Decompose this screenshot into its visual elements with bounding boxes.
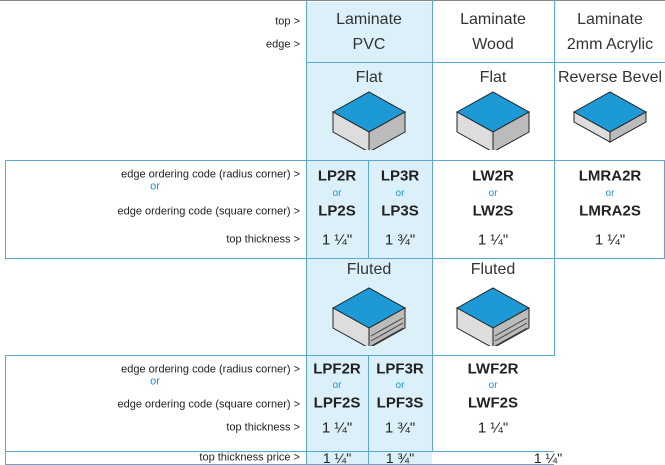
price-thickness: 1 ¼" <box>533 450 563 465</box>
column-edge: 2mm Acrylic <box>566 36 654 53</box>
thickness: 1 ¼" <box>594 231 626 249</box>
rule <box>554 0 555 356</box>
order-code: LW2R <box>472 167 514 185</box>
rule <box>5 258 665 259</box>
order-code: LP2R <box>317 167 357 185</box>
column-edge: Wood <box>472 36 514 53</box>
row-label: edge ordering code (radius corner) > <box>121 363 300 376</box>
rule <box>368 160 369 258</box>
row-label: edge > <box>266 38 300 51</box>
order-code: LP3R <box>380 167 420 185</box>
order-code: LPF3S <box>376 394 424 412</box>
thickness: 1 ¼" <box>477 419 509 437</box>
order-code: LPF2S <box>313 394 361 412</box>
profile-icon <box>331 91 407 150</box>
row-label: edge ordering code (square corner) > <box>117 205 300 218</box>
profile-name: Flat <box>479 69 507 86</box>
profile-icon <box>455 287 531 346</box>
order-code: LMRA2R <box>578 167 642 185</box>
column-top: Laminate <box>336 11 402 28</box>
order-code: or <box>395 188 405 199</box>
rule <box>5 355 554 356</box>
column-edge: PVC <box>352 36 386 53</box>
order-code: or <box>332 380 342 391</box>
thickness: 1 ¼" <box>477 231 509 249</box>
order-code: or <box>395 380 405 391</box>
profile-icon <box>331 287 407 346</box>
or-label: or <box>150 180 160 193</box>
rule <box>5 160 6 258</box>
thickness: 1 ¾" <box>384 419 416 437</box>
profile-name: Fluted <box>346 261 392 278</box>
rule <box>306 62 665 63</box>
profile-name: Fluted <box>470 261 516 278</box>
price-thickness: 1 ¼" <box>322 450 352 465</box>
highlight-column <box>306 2 432 464</box>
order-code: LP3S <box>381 202 419 220</box>
price-thickness: 1 ¾" <box>385 450 415 465</box>
top-rule <box>0 0 665 1</box>
thickness: 1 ¾" <box>384 231 416 249</box>
profile-icon <box>572 91 648 143</box>
rule <box>5 451 554 452</box>
order-code: LPF2R <box>313 360 361 378</box>
thickness: 1 ¼" <box>321 231 353 249</box>
order-code: or <box>488 380 498 391</box>
profile-name: Reverse Bevel <box>557 69 663 86</box>
order-code: LP2S <box>318 202 356 220</box>
order-code: or <box>332 188 342 199</box>
order-code: LW2S <box>472 202 514 220</box>
rule <box>306 0 307 465</box>
order-code: or <box>605 188 615 199</box>
row-label: top thickness > <box>226 233 300 246</box>
order-code: or <box>488 188 498 199</box>
order-code: LPF3R <box>376 360 424 378</box>
row-label: top thickness price > <box>199 451 300 464</box>
row-label: edge ordering code (square corner) > <box>117 398 300 411</box>
profile-name: Flat <box>355 69 383 86</box>
row-label: edge ordering code (radius corner) > <box>121 168 300 181</box>
order-code: LWF2S <box>467 394 519 412</box>
thickness: 1 ¼" <box>321 419 353 437</box>
row-label: top > <box>275 15 300 28</box>
rule <box>5 355 6 465</box>
profile-icon <box>455 91 531 150</box>
order-code: LWF2R <box>467 360 519 378</box>
rule <box>432 0 433 452</box>
column-top: Laminate <box>460 11 526 28</box>
row-label: top thickness > <box>226 421 300 434</box>
order-code: LMRA2S <box>579 202 641 220</box>
rule <box>5 160 665 161</box>
or-label: or <box>150 375 160 388</box>
rule <box>368 355 369 465</box>
column-top: Laminate <box>577 11 643 28</box>
